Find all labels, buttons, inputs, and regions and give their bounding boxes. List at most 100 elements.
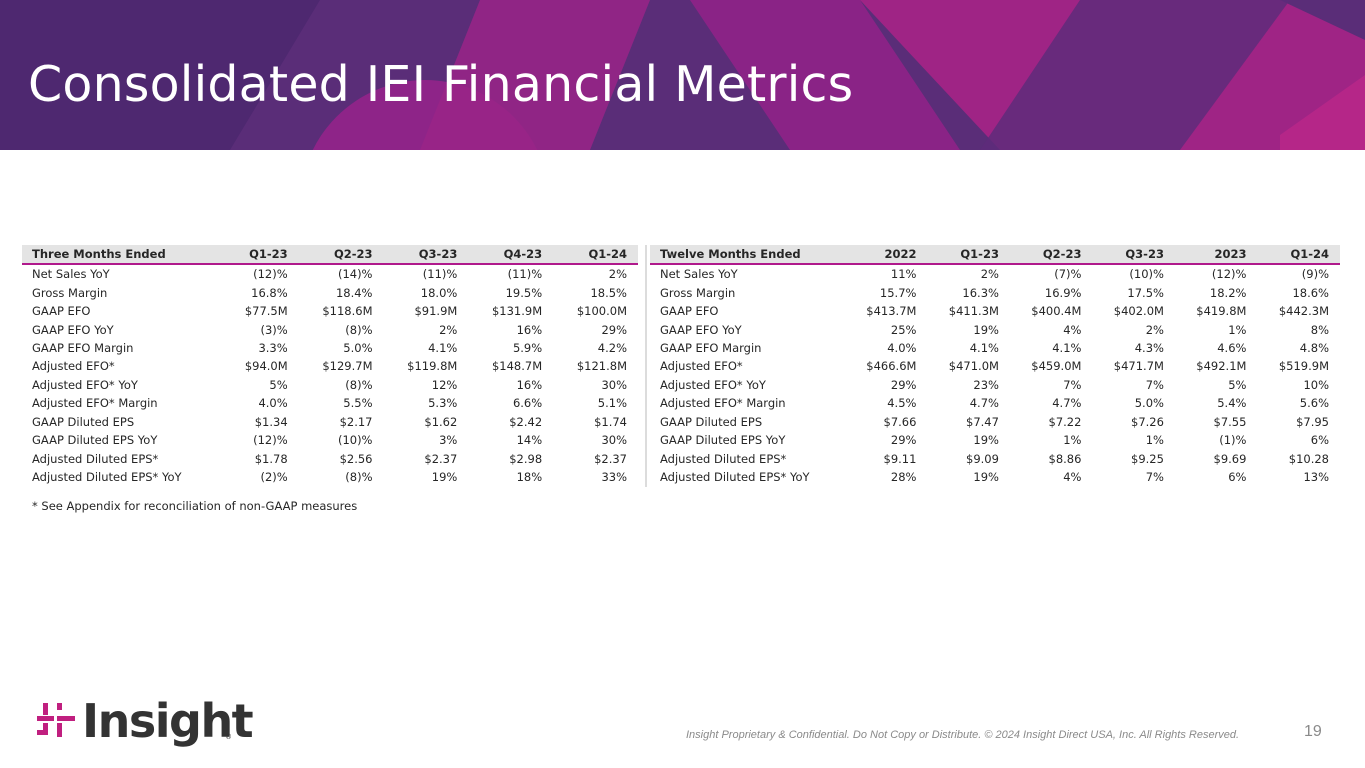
table-cell: 11% <box>890 267 917 282</box>
table-cell: (8)% <box>345 377 373 392</box>
table-cell: 6% <box>1310 433 1329 448</box>
table-cell: $442.3M <box>1278 304 1329 319</box>
table-cell: 18.6% <box>1292 285 1329 300</box>
table-cell: $492.1M <box>1196 359 1247 374</box>
table-cell: (8)% <box>345 322 373 337</box>
table-cell: $419.8M <box>1196 304 1247 319</box>
table-cell: 5.4% <box>1217 396 1247 411</box>
table-row: GAAP EFO $77.5M $118.6M $91.9M $131.9M $100.0… <box>22 302 638 320</box>
table-row: GAAP Diluted EPS YoY 29% 19% 1% 1% (1)% 6% <box>650 431 1340 449</box>
table-cell: 16.3% <box>962 285 999 300</box>
table-cell: $402.0M <box>1113 304 1164 319</box>
table-cell: $413.7M <box>866 304 917 319</box>
table-cell: $2.37 <box>424 451 458 466</box>
table-cell: 1% <box>1228 322 1247 337</box>
table-row: GAAP EFO YoY 25% 19% 4% 2% 1% 8% <box>650 320 1340 338</box>
footnote: * See Appendix for reconciliation of non… <box>32 499 358 513</box>
table-cell: 19.5% <box>505 285 543 300</box>
column-header: Q4-23 <box>468 245 554 265</box>
table-row: Gross Margin 15.7% 16.3% 16.9% 17.5% 18.2% 18.… <box>650 283 1340 301</box>
table-cell: $1.62 <box>424 414 458 429</box>
table-cell: (8)% <box>345 470 373 485</box>
row-label: Gross Margin <box>32 285 108 300</box>
table-cell: $7.47 <box>966 414 999 429</box>
column-header: Q1-23 <box>222 245 299 265</box>
table-cell: 4.2% <box>597 340 627 355</box>
table-cell: 28% <box>890 470 917 485</box>
column-header: Q2-23 <box>1009 245 1093 265</box>
table-cell: 6.6% <box>512 396 543 411</box>
table-cell: 10% <box>1303 377 1329 392</box>
table-row: Adjusted Diluted EPS* $9.11 $9.09 $8.86 $9.2… <box>650 449 1340 467</box>
page-title: Consolidated IEI Financial Metrics <box>28 56 854 113</box>
table-cell: 18.4% <box>335 285 373 300</box>
table-cell: $94.0M <box>244 359 288 374</box>
column-header: Q3-23 <box>1092 245 1175 265</box>
column-header: Q2-23 <box>298 245 384 265</box>
table-cell: 18% <box>516 470 543 485</box>
table-cell: 15.7% <box>879 285 917 300</box>
row-label: Adjusted EFO* Margin <box>32 396 158 411</box>
table-cell: $129.7M <box>322 359 373 374</box>
column-header: 2022 <box>844 245 928 265</box>
table-cell: 4.7% <box>969 396 999 411</box>
table-row: Adjusted Diluted EPS* YoY 28% 19% 4% 7% 6% 13% <box>650 468 1340 486</box>
table-cell: 4.0% <box>887 340 917 355</box>
table-cell: 5.0% <box>1134 396 1164 411</box>
row-label: Adjusted Diluted EPS* <box>660 451 787 466</box>
table-cell: $10.28 <box>1288 451 1329 466</box>
table-row: Adjusted EFO* YoY 29% 23% 7% 7% 5% 10% <box>650 376 1340 394</box>
table-cell: (3)% <box>260 322 288 337</box>
column-header: Q3-23 <box>383 245 469 265</box>
table-row: Adjusted EFO* $94.0M $129.7M $119.8M $148.7M… <box>22 357 638 375</box>
table-cell: $2.17 <box>339 414 373 429</box>
row-label: GAAP EFO Margin <box>32 340 134 355</box>
table-cell: 12% <box>431 377 458 392</box>
table-cell: 18.2% <box>1209 285 1247 300</box>
table-cell: $7.66 <box>883 414 917 429</box>
table-cell: 4.1% <box>428 340 458 355</box>
row-label: Adjusted Diluted EPS* YoY <box>32 470 182 485</box>
table-cell: 16.9% <box>1044 285 1082 300</box>
table-cell: (11)% <box>507 267 543 282</box>
table-cell: 30% <box>601 377 627 392</box>
table-cell: 7% <box>1063 377 1082 392</box>
table-header-label: Three Months Ended <box>22 245 223 265</box>
three-months-table: Three Months Ended Q1-23 Q2-23 Q3-23 Q4-… <box>22 245 638 486</box>
table-cell: (9)% <box>1301 267 1329 282</box>
table-header-row: Twelve Months Ended 2022 Q1-23 Q2-23 Q3-… <box>650 245 1340 265</box>
column-header: Q1-24 <box>1257 245 1340 265</box>
table-cell: 8% <box>1310 322 1329 337</box>
column-header: Q1-23 <box>927 245 1010 265</box>
row-label: Adjusted EFO* YoY <box>660 377 766 392</box>
table-cell: 29% <box>890 433 917 448</box>
table-row: GAAP Diluted EPS $7.66 $7.47 $7.22 $7.26 $7.5… <box>650 413 1340 431</box>
table-cell: (10)% <box>1129 267 1164 282</box>
table-cell: (11)% <box>422 267 458 282</box>
table-cell: $148.7M <box>491 359 543 374</box>
table-cell: 19% <box>973 470 999 485</box>
table-cell: 4% <box>1063 470 1082 485</box>
table-cell: 2% <box>608 267 627 282</box>
row-label: Adjusted EFO* <box>32 359 115 374</box>
table-cell: $459.0M <box>1031 359 1082 374</box>
row-label: Adjusted EFO* <box>660 359 743 374</box>
row-label: GAAP Diluted EPS YoY <box>660 433 786 448</box>
row-label: Net Sales YoY <box>660 267 738 282</box>
row-label: Adjusted EFO* Margin <box>660 396 786 411</box>
table-cell: $118.6M <box>322 304 373 319</box>
table-cell: $7.26 <box>1131 414 1164 429</box>
confidentiality-notice: Insight Proprietary & Confidential. Do N… <box>686 729 1240 741</box>
table-cell: $100.0M <box>576 304 627 319</box>
row-label: Adjusted EFO* YoY <box>32 377 138 392</box>
table-cell: $2.98 <box>509 451 543 466</box>
row-label: GAAP Diluted EPS <box>660 414 763 429</box>
title-banner: Consolidated IEI Financial Metrics <box>0 0 1365 150</box>
table-cell: 5.5% <box>343 396 373 411</box>
column-header: 2023 <box>1174 245 1258 265</box>
table-cell: $2.42 <box>509 414 543 429</box>
table-cell: $1.34 <box>254 414 288 429</box>
table-cell: 19% <box>431 470 458 485</box>
table-row: Adjusted EFO* Margin 4.5% 4.7% 4.7% 5.0% 5.4%… <box>650 394 1340 412</box>
table-cell: 2% <box>439 322 458 337</box>
